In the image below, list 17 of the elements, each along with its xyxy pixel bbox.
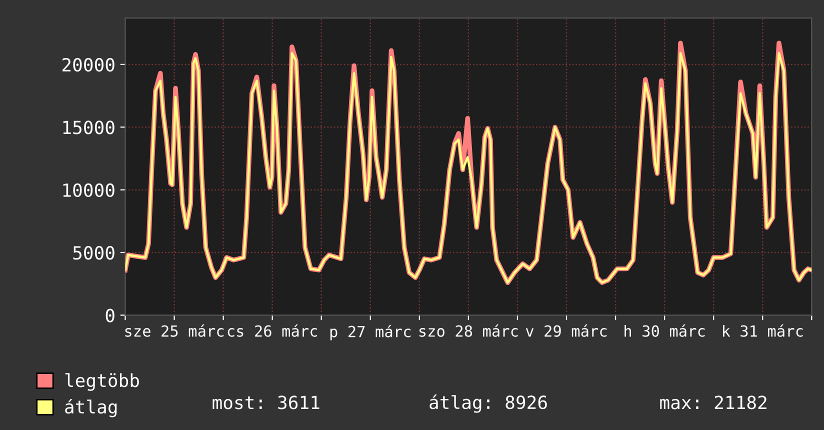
y-tick-label: 0 <box>106 308 114 322</box>
y-tick-label: 10000 <box>63 183 114 197</box>
x-tick-label: k 31 márc <box>722 324 803 337</box>
text: átlag: 8926 <box>430 394 547 413</box>
text: most: 3611 <box>212 396 320 410</box>
legend-label: átlag <box>65 398 117 418</box>
x-tick-label: p 27 márc <box>330 324 410 340</box>
x-tick-label: szo 28 márc <box>419 324 518 337</box>
x-tick-label: sze 25 márc <box>125 324 224 337</box>
legend-label: legtöbb <box>65 373 139 391</box>
text: max: 21182 <box>660 396 766 410</box>
x-tick-label: h 30 márc <box>624 324 705 337</box>
y-tick-label: 15000 <box>63 120 114 134</box>
x-tick-label: cs 26 márc <box>228 324 318 337</box>
x-tick-label: v 29 márc <box>526 324 607 337</box>
y-tick-label: 5000 <box>73 246 114 260</box>
y-tick-label: 20000 <box>62 58 114 72</box>
